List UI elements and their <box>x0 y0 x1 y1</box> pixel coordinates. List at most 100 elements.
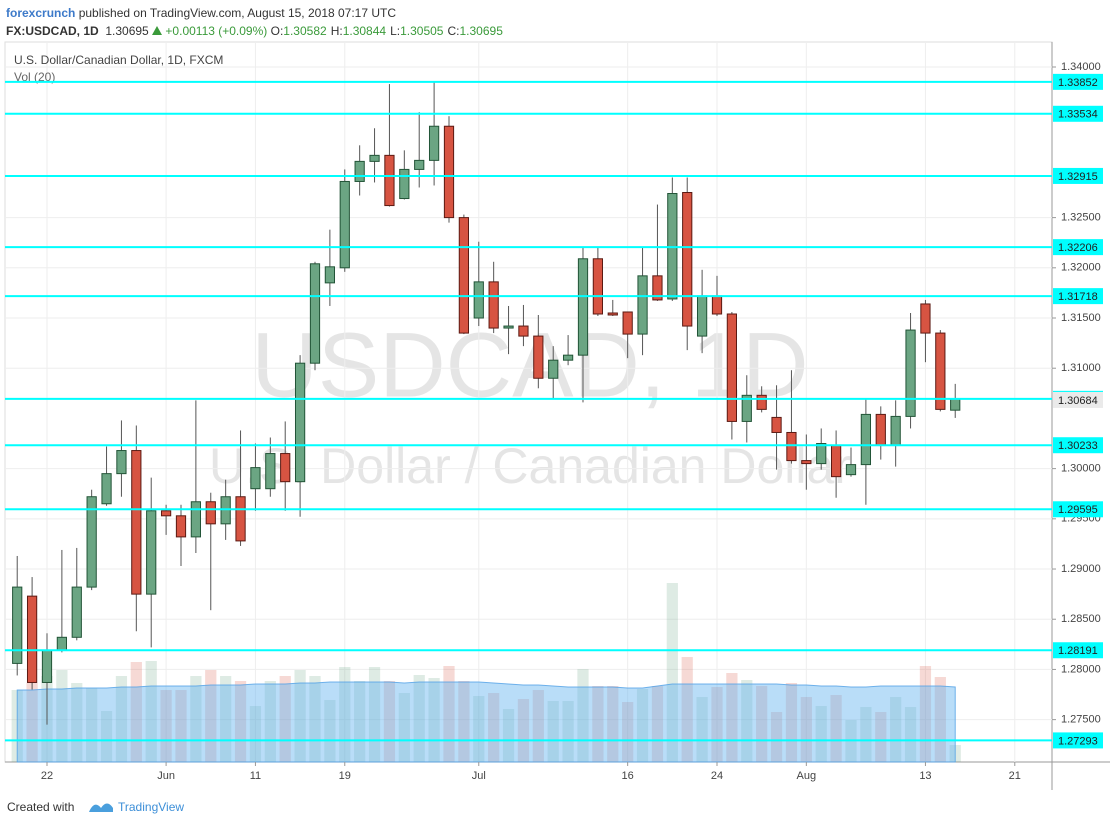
volume-bar <box>160 690 172 762</box>
candle-body <box>533 335 544 379</box>
volume-bar <box>175 690 187 762</box>
volume-bar <box>264 681 276 762</box>
candle-body <box>607 312 618 316</box>
level-label-box <box>1053 642 1103 659</box>
volume-bar <box>800 697 812 762</box>
candle-body <box>696 295 708 337</box>
level-label: 1.28191 <box>1058 645 1098 657</box>
volume-bar <box>770 712 783 762</box>
volume-bar <box>636 689 649 762</box>
y-tick-label: 1.29000 <box>1061 563 1101 575</box>
ohlc-key: H: <box>330 24 343 38</box>
volume-bar <box>86 688 98 762</box>
volume-bar <box>294 670 306 762</box>
candle-body <box>860 413 872 466</box>
level-label-box <box>1053 105 1103 122</box>
candle-body <box>920 303 931 334</box>
volume-bar <box>383 681 396 762</box>
level-label-box <box>1053 732 1103 749</box>
candle-body <box>160 510 172 517</box>
price-label: 1.30684 <box>1058 395 1098 407</box>
candle-body <box>428 125 440 161</box>
volume-bar <box>249 706 262 762</box>
candle-body <box>116 450 127 475</box>
volume-bar <box>398 693 410 762</box>
brand[interactable]: TradingView <box>118 800 185 814</box>
level-label-box <box>1053 437 1103 454</box>
volume-bar <box>100 711 113 762</box>
candle-body <box>41 649 53 683</box>
volume-bar <box>368 667 381 762</box>
volume-bar <box>592 686 604 762</box>
volume-bar <box>562 701 574 762</box>
x-tick-label: Jun <box>157 770 175 782</box>
x-tick-label: 24 <box>711 770 723 782</box>
candle-body <box>816 443 827 465</box>
volume-bar <box>696 697 708 762</box>
candle-body <box>339 180 350 269</box>
candle-body <box>56 636 67 651</box>
volume-bar <box>785 683 798 762</box>
y-tick-label: 1.31000 <box>1061 362 1101 374</box>
candle-body <box>488 281 499 329</box>
volume-bar <box>205 670 217 762</box>
volume-label: Vol (20) <box>14 70 55 84</box>
volume-bar <box>488 693 500 762</box>
candle-body <box>637 275 648 335</box>
volume-bar <box>651 686 664 762</box>
volume-bar <box>458 681 470 762</box>
candle-body <box>741 394 752 422</box>
logo <box>89 803 113 812</box>
candle-body <box>265 453 276 490</box>
y-tick-label: 1.27500 <box>1061 714 1101 726</box>
y-tick-label: 1.32500 <box>1061 212 1101 224</box>
volume-bar <box>428 678 440 762</box>
volume-bar <box>890 697 902 762</box>
volume-bar <box>115 676 128 762</box>
candle-body <box>562 354 574 361</box>
ohlc-value: 1.30695 <box>459 24 503 38</box>
ohlc: O:1.30582 H:1.30844 L:1.30505 C:1.30695 <box>271 24 507 38</box>
y-tick-label: 1.28500 <box>1061 613 1101 625</box>
level-label: 1.32206 <box>1058 242 1098 254</box>
volume-bar <box>354 681 366 762</box>
x-tick-label: Jul <box>472 770 486 782</box>
volume-bar <box>904 707 917 762</box>
ohlc-key: L: <box>390 24 401 38</box>
candle-body <box>473 281 484 319</box>
volume-bar <box>130 662 142 762</box>
volume-bar <box>666 583 678 762</box>
candle-body <box>548 359 559 379</box>
volume-bar <box>26 683 38 762</box>
volume-bar <box>756 686 768 762</box>
y-tick-label: 1.34000 <box>1061 61 1101 73</box>
volume-bar <box>234 681 247 762</box>
candle-body <box>443 125 455 219</box>
y-tick-label: 1.31500 <box>1061 312 1101 324</box>
volume-bar <box>443 666 455 762</box>
volume-bar <box>681 657 693 762</box>
volume-bar <box>532 690 544 762</box>
candle-body <box>875 413 886 447</box>
author: forexcrunch <box>6 6 76 20</box>
candle-body <box>622 311 633 335</box>
level-label: 1.27293 <box>1058 735 1098 747</box>
candle-body <box>384 154 395 207</box>
ohlc-value: 1.30844 <box>342 24 387 38</box>
x-tick-label: 11 <box>250 770 261 782</box>
candle-body <box>756 394 767 410</box>
candle-body <box>414 159 425 170</box>
header-line1: forexcrunch published on TradingView.com… <box>6 4 507 22</box>
candle-body <box>324 266 335 284</box>
candle-body <box>950 398 961 411</box>
ohlc-key: C: <box>447 24 460 38</box>
chart: USDCAD, 1D U.S. Dollar / Canadian Dollar… <box>4 41 1110 790</box>
candle-body <box>190 501 201 538</box>
up-arrow <box>152 26 163 35</box>
watermark: USDCAD, 1D <box>251 314 808 416</box>
volume-bar <box>517 699 530 762</box>
symbol: FX:USDCAD, 1D <box>6 24 99 38</box>
created: Created with <box>7 800 75 814</box>
candle-body <box>131 450 142 595</box>
candle-body <box>12 586 23 664</box>
